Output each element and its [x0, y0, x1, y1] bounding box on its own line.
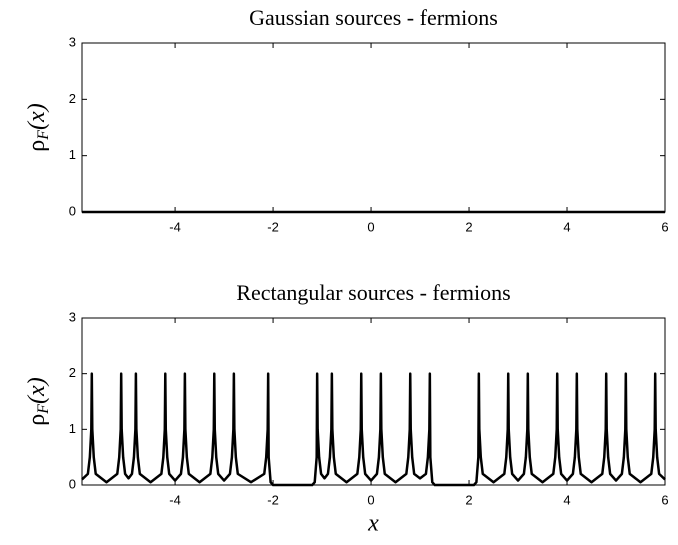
- x-tick-label: 6: [661, 219, 668, 234]
- y-axis-label: ρF(x): [24, 103, 52, 151]
- x-tick-label: 0: [367, 492, 374, 507]
- y-label-base: ρ: [24, 414, 50, 426]
- x-tick-label: 4: [563, 219, 570, 234]
- x-tick-label: -4: [169, 492, 181, 507]
- data-line: [81, 372, 666, 487]
- y-tick-label: 3: [69, 309, 76, 324]
- x-tick-label: 6: [661, 492, 668, 507]
- y-tick-label: 0: [69, 476, 76, 491]
- y-tick-label: 1: [69, 421, 76, 436]
- x-axis-label: x: [367, 511, 379, 537]
- subplot-title: Rectangular sources - fermions: [236, 280, 510, 305]
- y-tick-label: 0: [69, 203, 76, 218]
- axes-box: [81, 42, 666, 213]
- y-label-tail: (x): [24, 103, 50, 130]
- x-tick-label: -4: [169, 219, 181, 234]
- x-tick-label: -2: [267, 492, 279, 507]
- x-tick-label: 0: [367, 219, 374, 234]
- x-tick-label: 2: [465, 492, 472, 507]
- y-tick-label: 1: [69, 147, 76, 162]
- y-tick-label: 2: [69, 365, 76, 380]
- y-label-sub: F: [35, 404, 52, 415]
- y-tick-label: 2: [69, 91, 76, 106]
- y-label-base: ρ: [24, 140, 50, 152]
- y-label-tail: (x): [24, 377, 50, 404]
- x-tick-label: -2: [267, 219, 279, 234]
- y-label-sub: F: [35, 130, 52, 141]
- y-axis-label: ρF(x): [24, 377, 52, 425]
- y-tick-label: 3: [69, 34, 76, 49]
- x-tick-label: 4: [563, 492, 570, 507]
- subplot: Gaussian sources - fermions -4 -2 0 2 4 6 0 1 2 3 ρ…: [24, 5, 669, 234]
- subplot-title: Gaussian sources - fermions: [249, 5, 498, 30]
- axes-box: [81, 317, 666, 486]
- x-tick-label: 2: [465, 219, 472, 234]
- subplot: Rectangular sources - fermions -4 -2 0 2 4 6 0 1…: [24, 280, 669, 536]
